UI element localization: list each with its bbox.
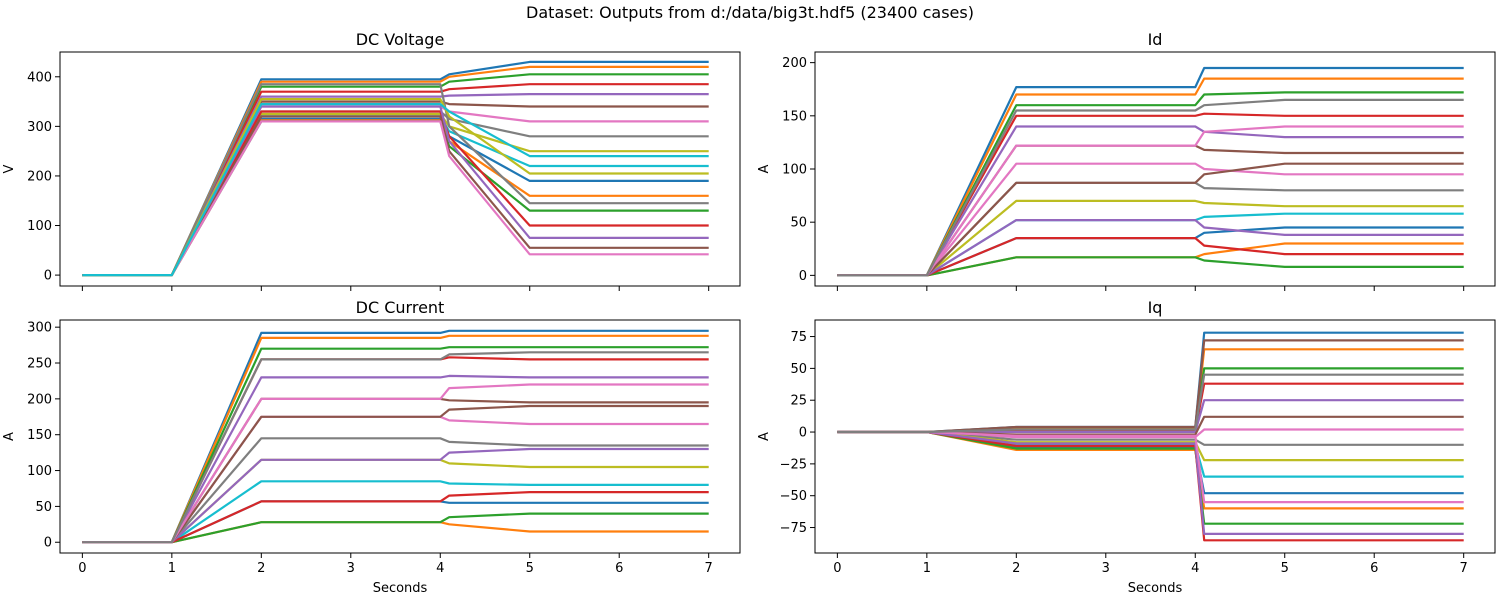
- series-line: [82, 110, 709, 277]
- series-line: [82, 437, 709, 544]
- y-tick-label: 250: [27, 357, 52, 372]
- series-line: [82, 120, 709, 277]
- y-tick-label: 150: [782, 109, 807, 124]
- y-axis-label: A: [757, 164, 772, 173]
- series-line: [82, 415, 709, 544]
- series-line: [82, 83, 709, 277]
- x-tick-label: 3: [347, 561, 355, 576]
- series-line: [837, 181, 1464, 277]
- subplot-title: Iq: [1148, 298, 1163, 317]
- series-line: [837, 77, 1464, 277]
- x-tick-label: 5: [1281, 561, 1289, 576]
- axes-frame: [59, 319, 741, 554]
- y-tick-label: 100: [27, 464, 52, 479]
- subplot-title: DC Current: [356, 298, 445, 317]
- series-group: [837, 66, 1464, 277]
- y-axis-label: A: [757, 432, 772, 441]
- series-line: [837, 348, 1464, 434]
- y-tick-label: 100: [782, 163, 807, 178]
- series-line: [837, 339, 1464, 434]
- y-tick-label: 50: [790, 362, 807, 377]
- series-line: [82, 105, 709, 277]
- y-tick-label: 0: [44, 269, 52, 284]
- subplot-dc-current: DC Current 0 1 2 3 4 5 6 7 0 50 100 150 200 250 300 A Sec…: [2, 298, 741, 596]
- y-tick-label: 0: [799, 426, 807, 441]
- series-line: [82, 117, 709, 277]
- y-tick-label: 25: [790, 394, 807, 409]
- x-tick-label: 2: [1012, 561, 1020, 576]
- x-tick-label: 0: [78, 561, 86, 576]
- x-tick-label: 6: [1370, 561, 1378, 576]
- y-tick-label: 300: [27, 321, 52, 336]
- y-tick-label: 0: [44, 536, 52, 551]
- series-line: [82, 119, 709, 277]
- y-tick-label: 50: [35, 500, 52, 515]
- series-line: [837, 98, 1464, 277]
- series-group: [837, 331, 1464, 542]
- series-line: [82, 83, 709, 277]
- x-tick-label: 2: [257, 561, 265, 576]
- x-tick-label: 1: [923, 561, 931, 576]
- x-tick-label: 7: [1460, 561, 1468, 576]
- series-line: [82, 383, 709, 544]
- x-tick-label: 7: [705, 561, 713, 576]
- x-tick-label: 1: [168, 561, 176, 576]
- x-axis-label: Seconds: [1128, 581, 1183, 596]
- series-line: [837, 373, 1464, 434]
- series-line: [82, 100, 709, 277]
- series-line: [82, 120, 709, 277]
- y-tick-label: 200: [27, 169, 52, 184]
- y-tick-label: 400: [27, 70, 52, 85]
- series-line: [82, 329, 709, 544]
- series-group: [82, 60, 709, 277]
- x-tick-label: 4: [436, 561, 444, 576]
- axes-frame: [814, 319, 1496, 554]
- x-tick-label: 3: [1102, 561, 1110, 576]
- y-tick-label: 300: [27, 120, 52, 135]
- series-line: [837, 144, 1464, 277]
- series-group: [82, 329, 709, 544]
- y-tick-label: 50: [790, 216, 807, 231]
- series-line: [82, 105, 709, 277]
- y-tick-label: 0: [799, 269, 807, 284]
- x-tick-label: 6: [615, 561, 623, 576]
- series-line: [82, 351, 709, 544]
- subplots: DC Voltage0100200300400VId050100150200AD…: [2, 30, 1496, 596]
- x-tick-label: 5: [526, 561, 534, 576]
- y-tick-label: 100: [27, 219, 52, 234]
- y-tick-label: 75: [790, 330, 807, 345]
- series-line: [837, 382, 1464, 434]
- y-tick-label: −50: [780, 489, 807, 504]
- axes-frame: [59, 51, 741, 287]
- subplot-iq: Iq 0 1 2 3 4 5 6 7 −75 −50 −25 0 25 50 75 A Seconds: [757, 298, 1496, 596]
- y-axis-label: V: [2, 164, 17, 173]
- series-line: [82, 397, 709, 544]
- y-tick-label: 200: [782, 56, 807, 71]
- subplot-dc-voltage: DC Voltage 0 100 200 300 400 V: [2, 30, 741, 291]
- x-tick-label: 0: [833, 561, 841, 576]
- series-line: [82, 112, 709, 277]
- subplot-title: DC Voltage: [356, 30, 445, 49]
- y-tick-label: −75: [780, 521, 807, 536]
- series-line: [82, 102, 709, 277]
- subplot-title: Id: [1148, 30, 1163, 49]
- y-axis-label: A: [2, 432, 17, 441]
- x-tick-label: 4: [1191, 561, 1199, 576]
- y-tick-label: 150: [27, 428, 52, 443]
- y-tick-label: −25: [780, 457, 807, 472]
- y-tick-label: 200: [27, 392, 52, 407]
- x-axis-label: Seconds: [373, 581, 428, 596]
- subplot-id: Id 0 50 100 150 200 A: [757, 30, 1496, 291]
- series-line: [82, 447, 709, 544]
- figure-title: Dataset: Outputs from d:/data/big3t.hdf5…: [526, 3, 974, 22]
